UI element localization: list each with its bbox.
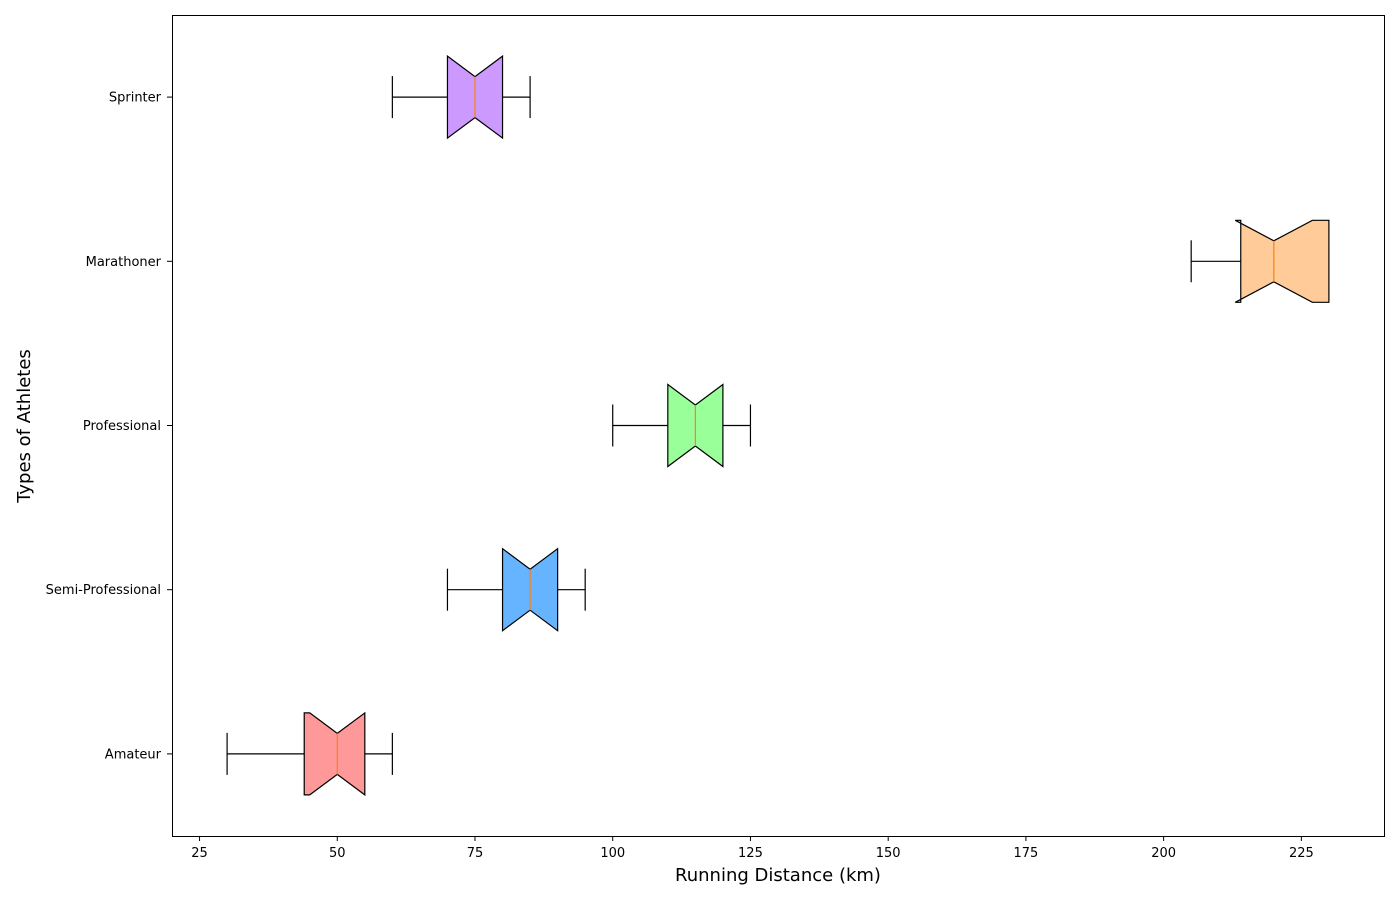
x-tick-label: 100: [600, 846, 625, 861]
box-semi-professional: [446, 547, 586, 632]
x-tick-label: 125: [738, 846, 763, 861]
x-tick-label: 200: [1151, 846, 1176, 861]
y-axis-title: Types of Athletes: [14, 349, 35, 504]
x-tick-label: 50: [329, 846, 346, 861]
box-sprinter: [391, 54, 531, 140]
y-axis-ticks: Amateur Semi-Professional Professional Mara…: [46, 91, 172, 762]
x-tick-label: 175: [1013, 846, 1038, 861]
box-professional: [612, 383, 752, 468]
box-marathoner: [1190, 219, 1330, 303]
notched-box: [303, 711, 366, 797]
x-axis-ticks: 25 50 75 100 125 150 175 200 225: [191, 836, 1314, 861]
x-tick-label: 25: [191, 846, 208, 861]
y-tick-label: Professional: [83, 419, 161, 434]
box-amateur: [226, 711, 393, 797]
notched-box: [1234, 219, 1330, 303]
y-tick-label: Amateur: [105, 747, 162, 762]
boxes-group: [226, 54, 1330, 797]
x-tick-label: 225: [1289, 846, 1314, 861]
x-tick-label: 150: [876, 846, 901, 861]
x-tick-label: 75: [467, 846, 484, 861]
y-tick-label: Semi-Professional: [46, 583, 161, 598]
y-tick-label: Sprinter: [109, 91, 162, 106]
plot-area-frame: [172, 15, 1385, 837]
y-tick-label: Marathoner: [86, 255, 162, 270]
x-axis-title: Running Distance (km): [675, 865, 881, 886]
